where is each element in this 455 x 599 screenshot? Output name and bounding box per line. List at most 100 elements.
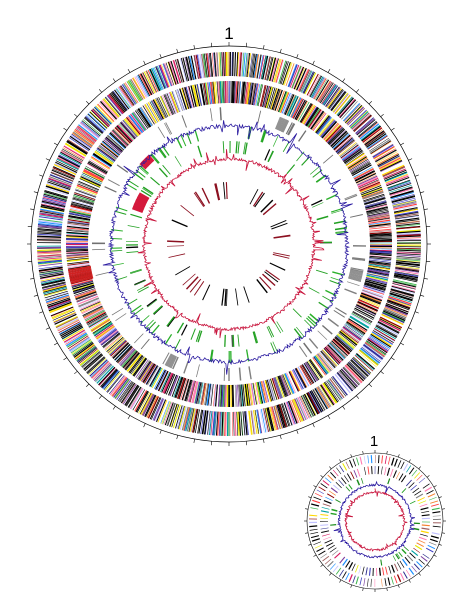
cds-feature (74, 192, 96, 200)
feature-mark (164, 123, 171, 135)
cds-feature (70, 206, 92, 212)
cds-feature (91, 109, 110, 127)
cds-feature (113, 377, 129, 398)
feature-mark (303, 342, 313, 354)
cds-feature (160, 400, 170, 424)
cds-feature (72, 131, 93, 147)
cds-feature (142, 72, 154, 95)
cds-feature (369, 224, 391, 229)
cds-feature (278, 404, 288, 428)
cds-feature (66, 253, 89, 256)
cds-feature (416, 561, 423, 568)
cds-feature (380, 160, 403, 172)
cds-feature (155, 66, 166, 89)
cds-feature (222, 81, 225, 104)
cds-feature (395, 266, 420, 271)
cds-feature (397, 562, 402, 570)
cds-feature (362, 289, 384, 299)
cds-feature (39, 272, 64, 277)
cds-feature (404, 556, 411, 564)
cds-feature (394, 458, 398, 467)
cds-feature (392, 200, 417, 207)
cds-feature (208, 410, 212, 435)
cds-feature (368, 337, 389, 352)
cds-feature (409, 552, 416, 559)
cds-feature (260, 381, 268, 403)
cds-feature (337, 140, 356, 155)
cds-feature (209, 52, 214, 77)
cds-feature (367, 135, 388, 150)
cds-feature (284, 62, 293, 86)
cds-feature (49, 303, 73, 314)
cds-feature (387, 180, 411, 190)
cds-feature (298, 102, 311, 122)
cds-feature (371, 331, 393, 346)
cds-feature (320, 513, 329, 516)
cds-feature (264, 86, 272, 108)
cds-feature (327, 544, 335, 550)
cds-feature (355, 117, 374, 134)
cds-feature (420, 530, 429, 534)
cds-feature (161, 401, 171, 424)
cds-feature (183, 407, 190, 431)
cds-feature (425, 547, 434, 553)
cds-feature (108, 133, 126, 150)
cds-feature (87, 314, 108, 327)
cds-feature (265, 379, 273, 402)
cds-feature (340, 329, 359, 344)
cds-feature (141, 393, 154, 416)
cds-feature (334, 552, 341, 559)
feature-mark (128, 180, 139, 188)
cds-feature (382, 166, 405, 177)
cds-feature (411, 469, 418, 477)
cds-feature (131, 357, 146, 376)
cds-feature (38, 222, 63, 227)
cds-feature (52, 168, 75, 179)
cds-feature (217, 411, 220, 436)
cds-feature (142, 363, 155, 383)
cds-feature (380, 315, 403, 327)
feature-mark (272, 253, 290, 259)
cds-feature (92, 320, 112, 334)
cds-feature (312, 113, 327, 131)
cds-feature (368, 136, 389, 151)
cds-feature (157, 65, 167, 89)
cds-feature (377, 154, 400, 167)
cds-feature (339, 369, 357, 389)
cds-feature (387, 299, 411, 308)
cds-feature (65, 142, 87, 157)
cds-feature (238, 384, 241, 407)
cds-feature (330, 487, 338, 494)
cds-feature (78, 297, 99, 307)
cds-feature (313, 541, 321, 545)
cds-feature (75, 344, 95, 360)
cds-feature (322, 383, 337, 404)
cds-feature (370, 141, 392, 155)
cds-feature (211, 52, 215, 77)
cds-feature (106, 135, 124, 151)
cds-feature (75, 291, 97, 301)
cds-feature (344, 324, 363, 338)
cds-feature (331, 91, 347, 112)
feature-mark (166, 316, 175, 327)
cds-feature (176, 405, 185, 429)
cds-feature (114, 378, 130, 399)
cds-feature (328, 490, 336, 496)
cds-feature (356, 468, 361, 477)
cds-feature (359, 349, 379, 366)
cds-feature (273, 377, 282, 399)
cds-feature (309, 75, 322, 97)
cds-feature (383, 309, 406, 320)
cds-feature (164, 402, 174, 426)
cds-feature (313, 356, 327, 375)
cds-feature (112, 129, 129, 146)
cds-feature (432, 515, 441, 517)
cds-feature (64, 145, 85, 159)
cds-feature (392, 201, 417, 208)
cds-feature (191, 55, 198, 80)
cds-feature (345, 364, 363, 383)
cds-feature (247, 53, 251, 78)
cds-feature (378, 567, 382, 576)
cds-feature (101, 369, 119, 389)
